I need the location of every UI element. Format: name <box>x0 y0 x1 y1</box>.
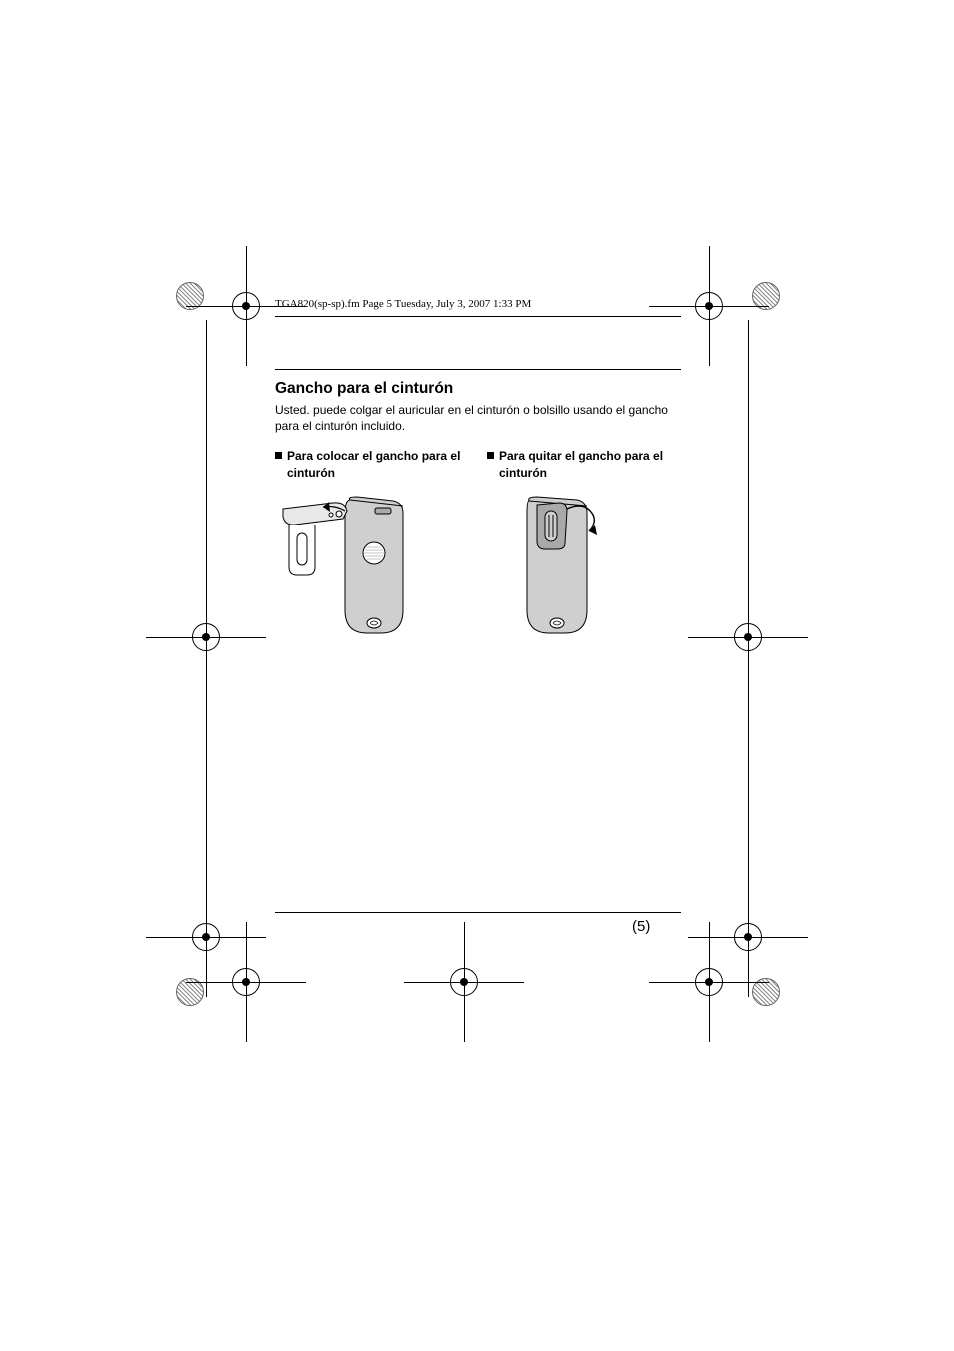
header-rule <box>275 316 681 317</box>
columns: Para colocar el gancho para el cinturón <box>275 448 681 634</box>
reg-mark-top-right <box>695 292 723 320</box>
reg-mark-bl1 <box>192 923 220 951</box>
reg-mark-br2 <box>695 968 723 996</box>
section-rule <box>275 369 681 370</box>
reg-mark-bottom-center <box>450 968 478 996</box>
section-body: Usted. puede colgar el auricular en el c… <box>275 402 681 434</box>
column-right: Para quitar el gancho para el cinturón <box>487 448 681 634</box>
bullet-square-icon <box>275 452 282 459</box>
bullet-square-icon <box>487 452 494 459</box>
illustration-attach <box>275 495 469 635</box>
cropline-right <box>748 320 749 920</box>
page-content: TGA820(sp-sp).fm Page 5 Tuesday, July 3,… <box>275 298 681 635</box>
left-subhead-text: Para colocar el gancho para el cinturón <box>287 448 469 480</box>
page-header-filename: TGA820(sp-sp).fm Page 5 Tuesday, July 3,… <box>275 298 681 314</box>
illustration-detach <box>507 495 681 635</box>
left-subhead: Para colocar el gancho para el cinturón <box>275 448 469 480</box>
right-subhead-text: Para quitar el gancho para el cinturón <box>499 448 681 480</box>
footer-rule <box>275 912 681 913</box>
reg-mark-top-left <box>232 292 260 320</box>
column-left: Para colocar el gancho para el cinturón <box>275 448 469 634</box>
page-number: (5) <box>632 918 650 935</box>
section-title: Gancho para el cinturón <box>275 380 681 398</box>
reg-mark-bl2 <box>232 968 260 996</box>
cropline-left <box>206 320 207 920</box>
right-subhead: Para quitar el gancho para el cinturón <box>487 448 681 480</box>
reg-mark-br1 <box>734 923 762 951</box>
